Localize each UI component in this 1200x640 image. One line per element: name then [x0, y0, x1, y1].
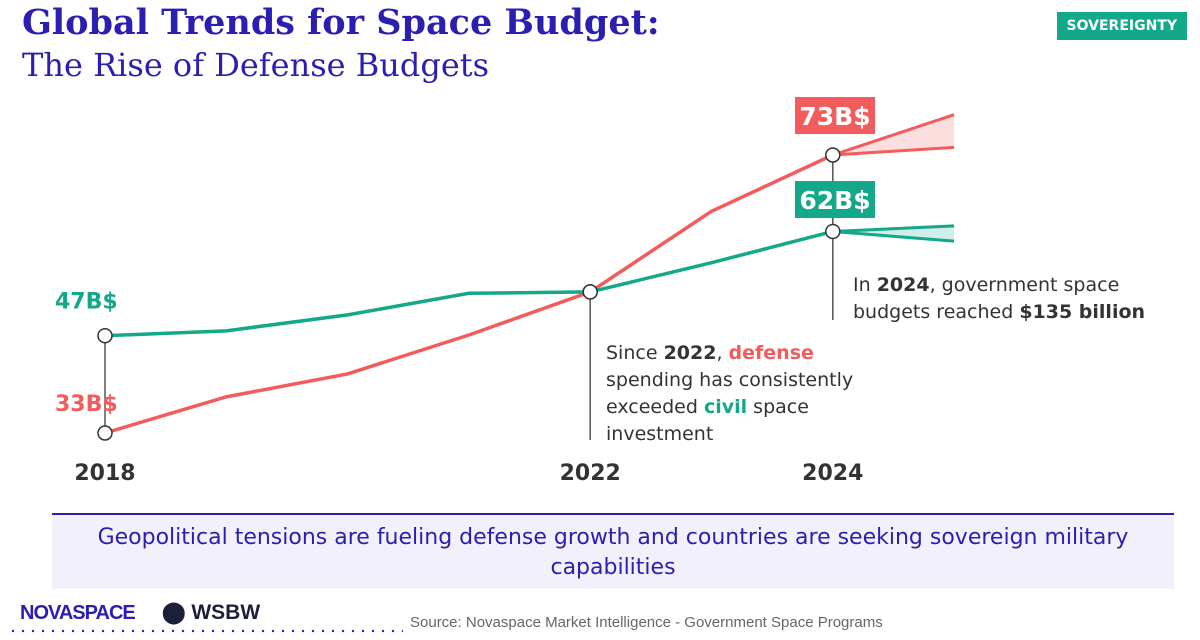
line-chart: 47B$ 33B$ 73B$ 62B$ 2018 2022 2024 [55, 97, 955, 486]
x-tick-2018: 2018 [74, 461, 135, 486]
source-note: Source: Novaspace Market Intelligence - … [410, 614, 883, 631]
wsbw-logo: ⬤ WSBW [162, 601, 261, 624]
defense-2024-label: 73B$ [799, 102, 870, 131]
novaspace-logo: NOVASPACE [20, 602, 136, 624]
civil-point-2022 [582, 284, 598, 300]
defense-point-2018 [97, 425, 113, 441]
civil-point-2018 [97, 327, 113, 344]
civil-forecast-low [832, 229, 955, 243]
chart-title: Global Trends for Space Budget: [22, 2, 660, 43]
x-tick-2024: 2024 [802, 461, 863, 486]
defense-forecast-low [832, 145, 955, 157]
defense-2018-label: 33B$ [55, 392, 118, 417]
annotation-2024: In 2024, government space budgets reache… [853, 274, 1146, 323]
civil-point-2024 [825, 223, 841, 240]
x-tick-2022: 2022 [560, 461, 621, 486]
sovereignty-badge: SOVEREIGNTY [1056, 12, 1187, 40]
civil-2024-label-bg [795, 181, 875, 218]
annotation-2022: Since 2022, defense spending has consist… [606, 342, 854, 445]
defense-point-2024 [825, 147, 841, 163]
civil-forecast-high [832, 224, 955, 233]
chart-subtitle: The Rise of Defense Budgets [22, 46, 490, 84]
civil-2018-label: 47B$ [55, 290, 118, 315]
civil-line [104, 229, 834, 338]
civil-2024-label: 62B$ [799, 186, 870, 215]
defense-forecast-high [832, 113, 955, 157]
defense-2024-label-bg [795, 97, 875, 134]
key-message-banner: Geopolitical tensions are fueling defens… [52, 513, 1174, 589]
dots-decoration [8, 628, 403, 634]
defense-line [104, 153, 834, 435]
